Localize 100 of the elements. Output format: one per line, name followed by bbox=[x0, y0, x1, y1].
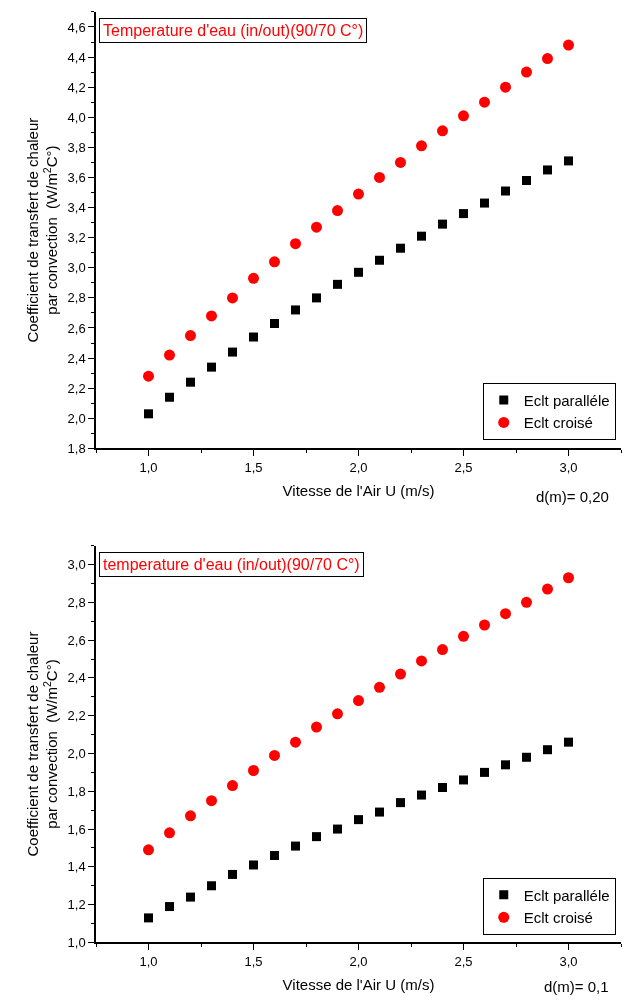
y-tick-label: 2,8 bbox=[67, 290, 86, 306]
point bbox=[375, 255, 384, 265]
point bbox=[479, 96, 490, 108]
legend-label: Eclt paralléle bbox=[523, 886, 610, 904]
y-tick-label: 1,2 bbox=[67, 897, 86, 913]
y-tick-label: 3,0 bbox=[67, 557, 86, 573]
x-tick-label: 1,0 bbox=[139, 953, 158, 969]
point bbox=[438, 783, 447, 792]
point bbox=[542, 53, 553, 65]
point bbox=[144, 409, 153, 419]
point bbox=[290, 736, 301, 748]
point bbox=[521, 66, 532, 78]
point bbox=[396, 798, 405, 808]
point bbox=[522, 752, 531, 762]
point bbox=[563, 39, 574, 51]
point bbox=[417, 231, 426, 241]
point bbox=[543, 745, 552, 755]
y-tick-label: 2,2 bbox=[67, 708, 86, 724]
annotation: temperature d'eau (in/out)(90/70 C°) bbox=[103, 556, 360, 573]
y-tick-label: 1,8 bbox=[67, 783, 86, 799]
point bbox=[291, 841, 300, 851]
y-tick-label: 2,0 bbox=[67, 410, 86, 426]
x-tick-label: 2,5 bbox=[454, 459, 473, 475]
point bbox=[227, 292, 238, 304]
legend-label: Eclt croisé bbox=[523, 909, 593, 927]
y-tick-label: 2,6 bbox=[67, 320, 86, 336]
x-tick-label: 1,5 bbox=[244, 953, 263, 969]
point bbox=[522, 175, 531, 185]
y-tick-label: 3,8 bbox=[67, 139, 86, 155]
y-tick-label: 4,4 bbox=[67, 49, 86, 65]
point bbox=[332, 205, 343, 217]
y-tick-label: 3,2 bbox=[67, 230, 86, 246]
point bbox=[480, 198, 489, 208]
point bbox=[206, 310, 217, 322]
point bbox=[437, 644, 448, 656]
point bbox=[186, 892, 195, 902]
y-tick-label: 3,6 bbox=[67, 170, 86, 186]
x-tick-label: 3,0 bbox=[559, 459, 578, 475]
point bbox=[564, 156, 573, 166]
x-tick-label: 1,0 bbox=[139, 459, 158, 475]
point bbox=[228, 347, 237, 357]
point bbox=[333, 279, 342, 289]
point bbox=[438, 219, 447, 229]
x-tick-label: 2,0 bbox=[349, 459, 368, 475]
point bbox=[269, 256, 280, 268]
point bbox=[185, 810, 196, 822]
point bbox=[353, 695, 364, 707]
point bbox=[312, 832, 321, 842]
point bbox=[564, 737, 573, 747]
point bbox=[227, 780, 238, 792]
point bbox=[416, 140, 427, 152]
point bbox=[354, 815, 363, 825]
y-tick-label: 2,6 bbox=[67, 632, 86, 648]
point bbox=[165, 392, 174, 402]
point bbox=[311, 221, 322, 233]
y-tick-label: 2,2 bbox=[67, 380, 86, 396]
y-tick-label: 3,0 bbox=[67, 260, 86, 276]
point bbox=[186, 377, 195, 387]
x-tick-label: 1,5 bbox=[244, 459, 263, 475]
point bbox=[395, 156, 406, 168]
legend-label: Eclt paralléle bbox=[523, 391, 610, 409]
x-tick-label: 3,0 bbox=[559, 953, 578, 969]
y-tick-label: 4,6 bbox=[67, 19, 86, 35]
x-tick-label: 2,5 bbox=[454, 953, 473, 969]
point bbox=[458, 110, 469, 122]
point bbox=[207, 362, 216, 372]
point bbox=[542, 583, 553, 595]
legend-label: Eclt croisé bbox=[523, 414, 593, 432]
y-tick-label: 1,6 bbox=[67, 821, 86, 837]
point bbox=[143, 370, 154, 382]
point bbox=[396, 243, 405, 253]
point bbox=[248, 765, 259, 776]
point bbox=[500, 81, 511, 93]
point bbox=[312, 293, 321, 303]
x-axis-title: Vitesse de l'Air U (m/s) bbox=[282, 976, 435, 994]
x-tick-label: 2,0 bbox=[349, 953, 368, 969]
point bbox=[458, 630, 469, 642]
point bbox=[374, 681, 385, 693]
point bbox=[185, 330, 196, 342]
point bbox=[543, 165, 552, 175]
point bbox=[269, 749, 280, 761]
point bbox=[207, 881, 216, 891]
point bbox=[501, 760, 510, 770]
point bbox=[144, 913, 153, 923]
y-tick-label: 1,0 bbox=[67, 935, 86, 950]
point bbox=[290, 238, 301, 250]
point bbox=[480, 767, 489, 777]
point bbox=[270, 318, 279, 328]
point bbox=[353, 188, 364, 200]
point bbox=[164, 349, 175, 361]
point bbox=[206, 795, 217, 807]
y-tick-label: 4,0 bbox=[67, 109, 86, 125]
point bbox=[521, 596, 532, 608]
point bbox=[333, 824, 342, 834]
point bbox=[374, 171, 385, 183]
point bbox=[248, 272, 259, 284]
y-tick-label: 2,4 bbox=[67, 670, 86, 686]
point bbox=[143, 844, 154, 856]
point bbox=[417, 790, 426, 800]
y-tick-label: 1,4 bbox=[67, 859, 86, 875]
